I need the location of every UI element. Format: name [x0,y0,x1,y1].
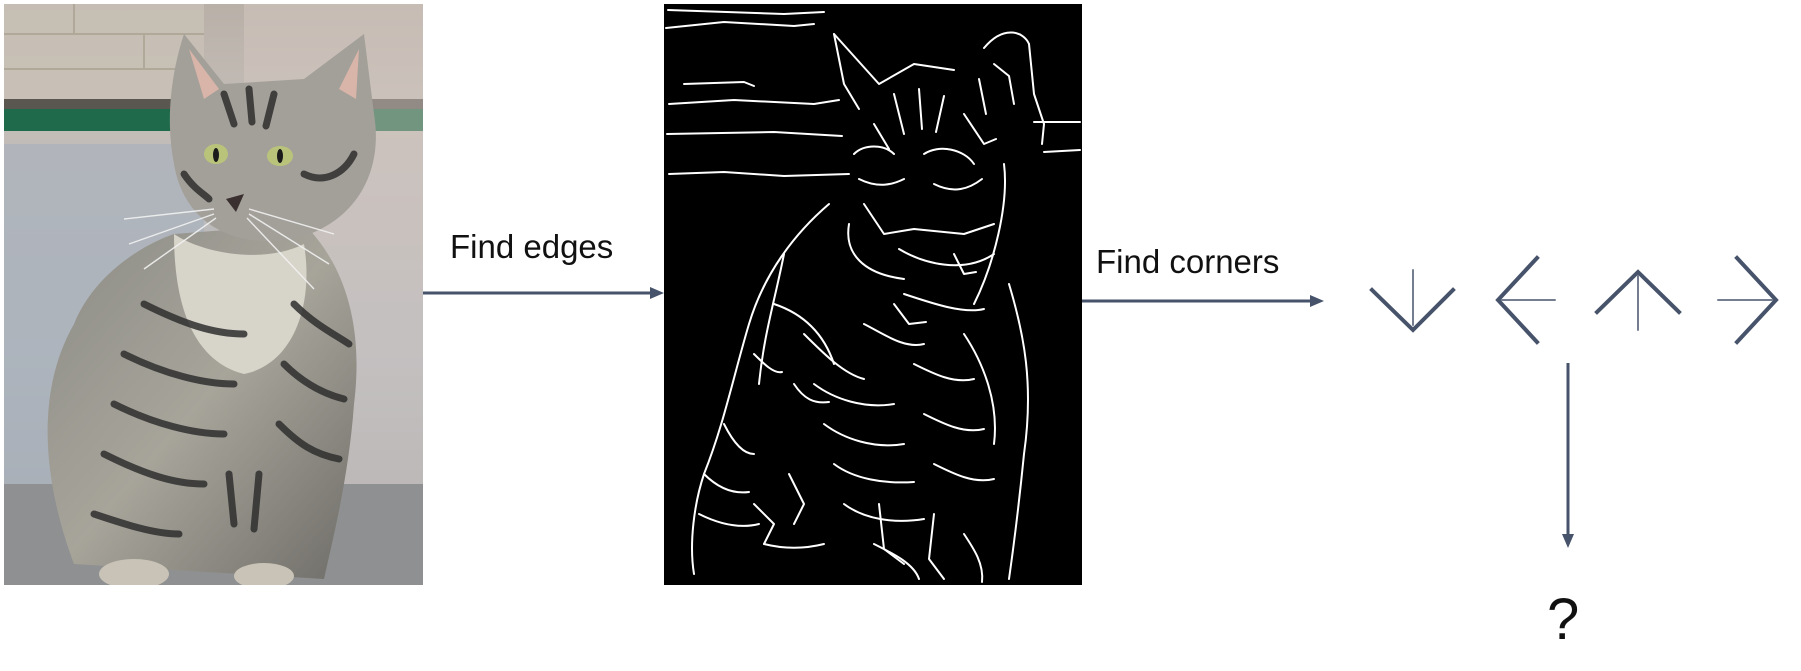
arrow-down-icon [1369,269,1456,333]
arrow-up-icon [1594,269,1682,331]
find-edges-label: Find edges [450,228,614,265]
find-corners-label: Find corners [1096,243,1280,280]
arrow-left-icon [1495,255,1556,345]
arrow-to-corners [1082,295,1324,307]
arrow-right-icon [1717,255,1779,345]
cat-photo [4,4,423,585]
arrow-to-edges [423,287,664,299]
unknown-result-label: ? [1547,587,1580,652]
edge-map-image [664,4,1082,585]
edge-map-illustration [664,4,1082,585]
arrow-to-unknown [1562,363,1574,548]
cat-photo-illustration [4,4,423,585]
